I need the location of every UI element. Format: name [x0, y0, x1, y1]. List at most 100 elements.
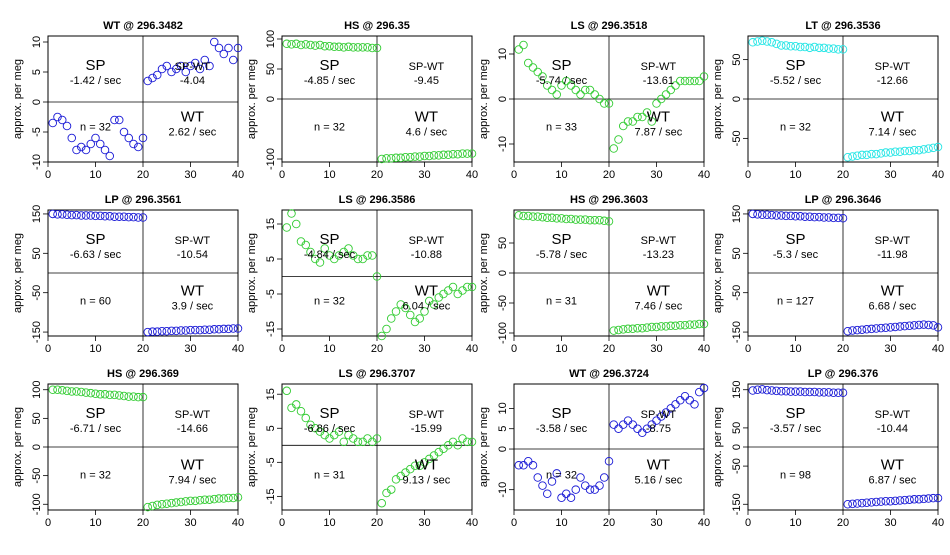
y-tick-label: -50 [731, 130, 743, 146]
data-point [824, 213, 834, 222]
data-point [176, 326, 186, 335]
panel-8: LP @ 296.3646 0 10 20 30 40 -150 -50 50 150 approx… [712, 194, 944, 355]
data-point [171, 64, 181, 74]
sp-label: SP [319, 231, 339, 248]
data-point [585, 85, 595, 95]
panel-title: LP @ 296.3646 [805, 194, 882, 206]
data-point [810, 42, 819, 52]
data-point [886, 323, 895, 332]
data-point [519, 211, 528, 221]
data-point [387, 154, 396, 163]
spwt-rate: -15.99 [411, 423, 442, 435]
data-point [190, 496, 200, 506]
n-count: n = 31 [314, 470, 345, 482]
data-point [167, 67, 176, 77]
data-point [777, 41, 786, 50]
data-point [628, 420, 638, 429]
data-point [344, 42, 353, 52]
data-point [377, 331, 387, 341]
panel-12: LP @ 296.376 0 10 20 30 40 -150 -50 0 50 150 approx… [712, 368, 944, 529]
data-point [895, 147, 905, 157]
data-point [453, 149, 463, 159]
data-point [176, 497, 186, 507]
data-point [891, 147, 900, 157]
data-point [48, 118, 58, 128]
data-point [657, 94, 666, 104]
data-point [571, 215, 581, 224]
data-point [647, 322, 657, 332]
data-point [690, 400, 699, 409]
data-point [557, 493, 566, 503]
data-point [334, 427, 344, 436]
y-tick-label: 100 [31, 381, 43, 399]
sp-label: SP [85, 57, 105, 74]
data-point [590, 485, 600, 494]
spwt-rate: -8.75 [646, 423, 671, 435]
data-point [872, 497, 881, 507]
x-tick-label: 40 [232, 169, 244, 181]
x-tick-label: 20 [837, 169, 849, 181]
data-point [538, 212, 547, 222]
spwt-label: SP-WT [175, 61, 211, 73]
x-tick-label: 0 [511, 517, 517, 529]
data-point [590, 215, 600, 225]
sp-rate: -3.57 / sec [770, 423, 822, 435]
data-point [905, 321, 914, 331]
wt-rate: 2.62 / sec [169, 127, 217, 139]
y-tick-label: -5 [265, 457, 277, 467]
data-point [585, 485, 595, 494]
wt-label: WT [181, 457, 204, 474]
data-point [614, 325, 623, 335]
data-point [538, 72, 547, 81]
data-point [619, 420, 628, 429]
data-point [600, 99, 609, 108]
data-point [514, 461, 524, 470]
panel-title: LS @ 296.3707 [339, 368, 416, 380]
data-point [301, 40, 311, 49]
wt-label: WT [647, 283, 670, 300]
data-point [876, 149, 886, 158]
spwt-label: SP-WT [175, 409, 211, 421]
data-point [415, 152, 425, 161]
data-point [448, 282, 458, 292]
data-point [796, 387, 805, 396]
x-tick-label: 40 [232, 517, 244, 529]
data-point [699, 319, 709, 329]
data-point [772, 211, 781, 220]
data-point [368, 251, 377, 260]
sp-rate: -6.63 / sec [70, 249, 122, 261]
data-point [562, 214, 571, 224]
data-point [623, 416, 633, 425]
data-point [444, 150, 453, 160]
data-point [805, 43, 815, 53]
data-point [552, 469, 562, 478]
data-point [557, 81, 566, 90]
data-point [363, 251, 372, 260]
data-point [387, 485, 396, 494]
x-tick-label: 0 [45, 169, 51, 181]
sp-rate: -1.42 / sec [70, 75, 122, 87]
data-point [862, 498, 872, 507]
data-point [138, 392, 148, 402]
data-point [62, 121, 72, 131]
y-tick-label: 100 [265, 30, 277, 48]
data-point [311, 41, 320, 50]
x-tick-label: 40 [698, 517, 710, 529]
data-point [306, 247, 315, 257]
data-point [661, 90, 671, 99]
data-point [200, 325, 209, 334]
data-point [680, 76, 690, 86]
data-point [143, 76, 152, 86]
spwt-label: SP-WT [875, 409, 911, 421]
y-tick-label: 50 [731, 247, 743, 259]
data-point [453, 441, 463, 450]
data-point [595, 481, 604, 490]
data-point [339, 43, 349, 52]
y-tick-label: 5 [265, 256, 277, 262]
data-point [429, 300, 439, 309]
data-point [633, 112, 642, 122]
data-point [72, 210, 81, 220]
data-point [543, 213, 552, 223]
data-point [791, 387, 800, 396]
data-point [224, 43, 233, 53]
